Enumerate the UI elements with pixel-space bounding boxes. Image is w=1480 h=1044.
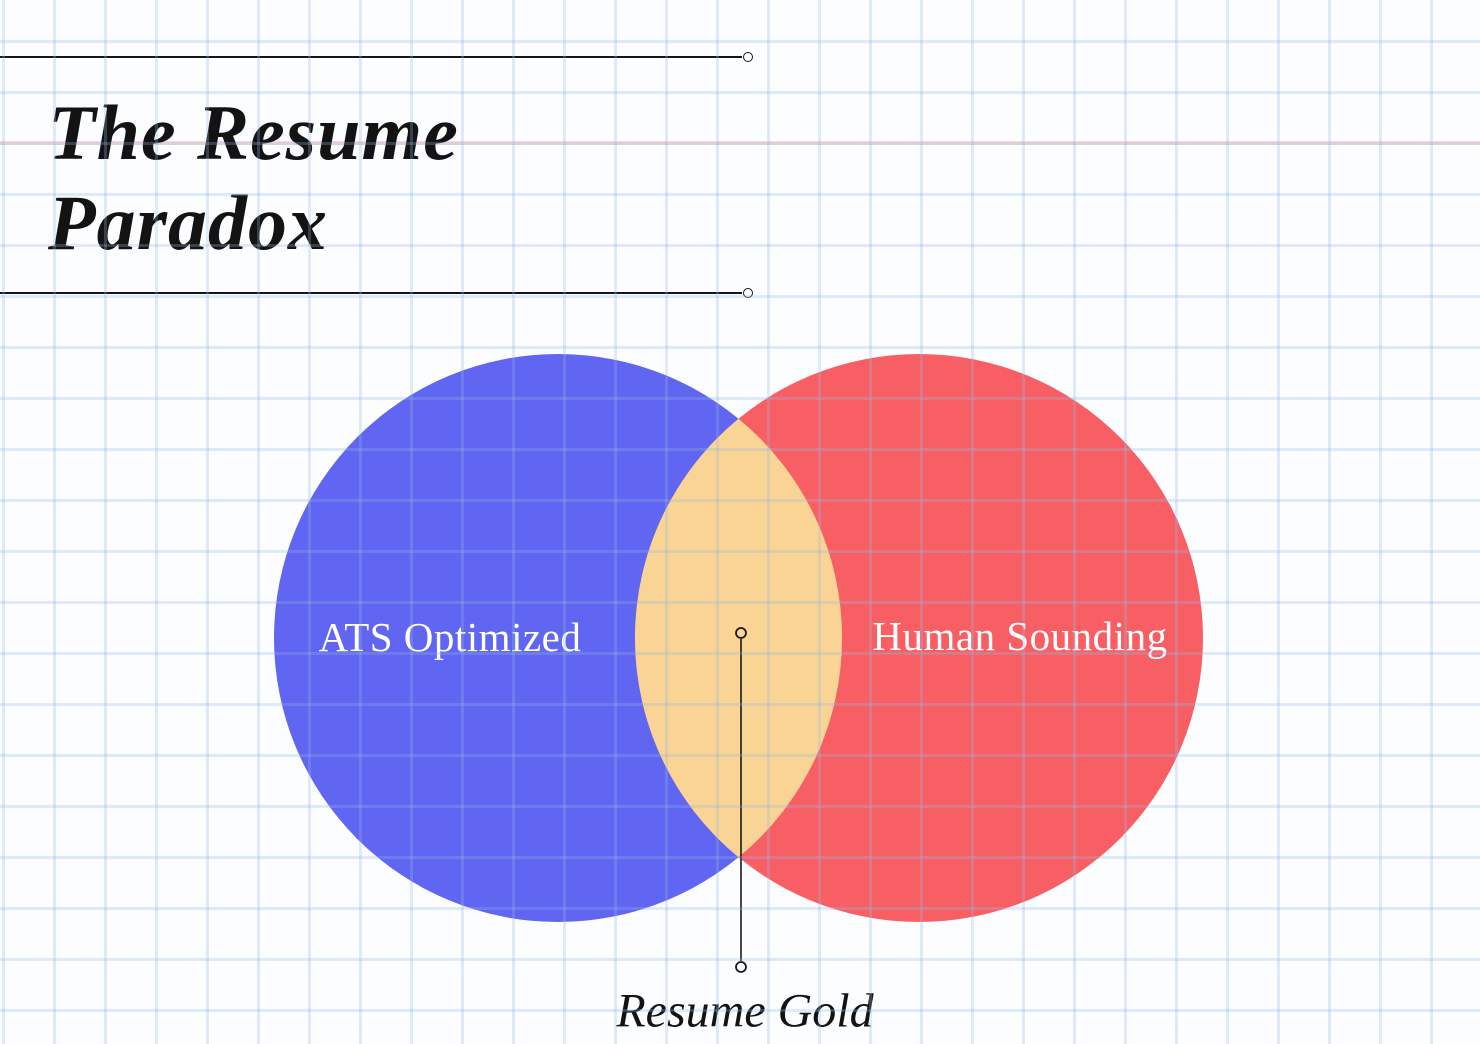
- callout-bottom-dot: [735, 961, 747, 973]
- pink-accent-line: [0, 141, 1480, 145]
- page-title-line2: Paradox: [48, 179, 328, 266]
- page-title-line1: The Resume: [48, 89, 459, 176]
- venn-intersection-label: Resume Gold: [616, 984, 874, 1038]
- callout-top-dot: [735, 627, 747, 639]
- venn-right-label: Human Sounding: [872, 613, 1168, 659]
- top-rule: [0, 52, 753, 62]
- venn-left-label: ATS Optimized: [318, 614, 582, 660]
- bottom-rule: [0, 288, 753, 298]
- top-rule-endpoint-dot: [743, 52, 753, 62]
- bottom-rule-endpoint-dot: [743, 288, 753, 298]
- page-title: The Resume Paradox: [48, 88, 459, 268]
